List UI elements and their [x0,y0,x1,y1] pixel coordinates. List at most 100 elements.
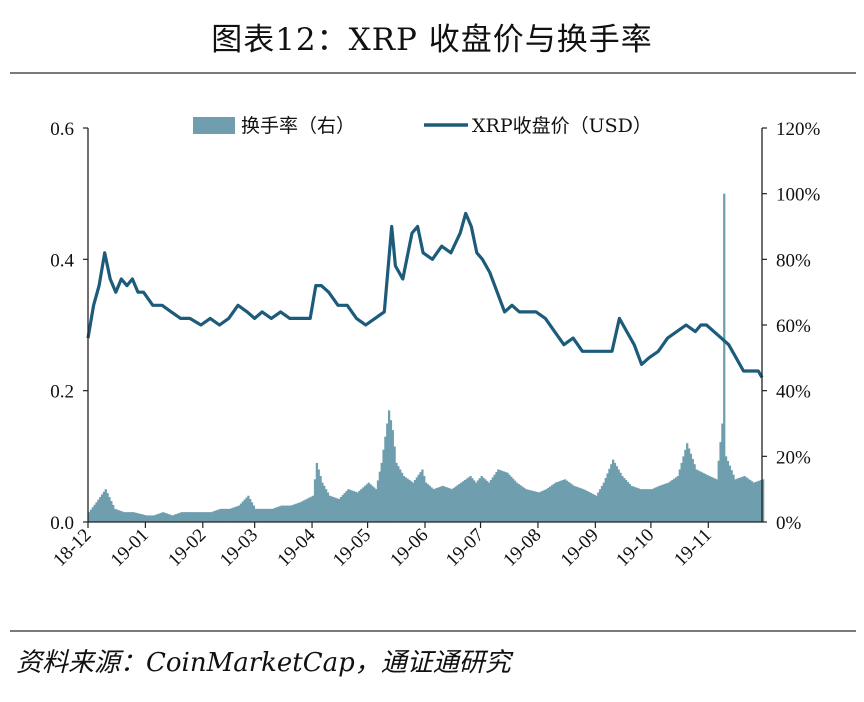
turnover-bar [754,481,757,522]
turnover-bar [649,489,652,522]
turnover-bar [486,480,489,522]
turnover-bar [537,492,541,522]
turnover-bar [202,512,206,522]
turnover-bar [271,508,274,522]
turnover-bar [532,491,535,522]
y-right-tick-label: 60% [776,316,811,337]
turnover-bar [437,487,441,522]
turnover-bar [219,508,222,522]
turnover-bar [410,481,413,522]
turnover-bar [336,498,339,522]
turnover-bar [252,505,256,522]
turnover-bar [484,479,487,522]
turnover-bar [756,481,759,522]
turnover-bar [747,478,750,522]
turnover-bar [197,512,200,522]
turnover-bar [221,508,224,522]
turnover-bar [519,485,522,522]
turnover-bar [113,508,117,522]
turnover-bar [578,487,581,522]
turnover-bar [645,489,648,522]
turnover-bar [267,508,270,522]
turnover-bar [360,489,363,522]
turnover-bar [452,487,456,522]
turnover-bar [602,482,606,522]
turnover-bar [149,515,152,522]
turnover-bar [402,476,406,522]
turnover-bar [156,514,159,522]
turnover-bar [567,481,570,522]
turnover-bar [434,488,437,522]
turnover-bar [354,491,357,522]
turnover-bar [234,506,237,522]
turnover-bar [489,479,493,522]
turnover-bar [610,464,613,522]
turnover-bar [713,478,717,522]
turnover-bar [278,506,281,522]
turnover-bar [287,505,291,522]
turnover-bar [343,493,346,522]
turnover-bar [719,442,722,522]
turnover-bar [125,512,128,522]
turnover-bar [536,491,539,522]
turnover-bar [549,486,552,522]
turnover-bar [663,483,667,522]
turnover-bar [441,485,444,522]
turnover-bar [386,423,389,522]
turnover-bar [487,482,491,522]
turnover-bar [604,478,607,522]
turnover-bar [137,513,141,522]
turnover-bar [599,489,602,522]
turnover-bar [389,420,393,522]
turnover-bar [495,472,498,522]
y-right-tick-label: 0% [776,513,802,534]
turnover-bar [656,486,659,522]
turnover-bar [497,469,500,522]
y-left-tick-label: 0.4 [50,250,74,271]
turnover-bar [428,485,431,522]
y-left-tick-label: 0.6 [50,119,74,140]
turnover-bar [112,504,115,522]
turnover-bar [323,485,326,522]
legend: 换手率（右） XRP收盘价（USD） [193,115,652,137]
turnover-bar [173,514,176,522]
turnover-bar [297,502,300,522]
turnover-bar [430,487,433,522]
turnover-bar [526,489,530,522]
turnover-bar [387,410,391,522]
turnover-bar [97,499,100,522]
turnover-bar [175,514,178,522]
turnover-bar [760,479,763,522]
turnover-bar [380,462,383,522]
chart-title: 图表12：XRP 收盘价与换手率 [211,22,653,58]
turnover-bar [245,497,248,522]
turnover-bar [275,507,278,522]
turnover-bar [89,509,93,522]
turnover-bar [345,491,348,522]
turnover-bar [534,491,537,522]
turnover-bar [121,511,124,522]
turnover-bar [574,486,578,522]
turnover-bar [339,497,343,522]
turnover-bar [262,508,265,522]
turnover-bar [702,473,705,522]
turnover-bar [365,484,368,522]
turnover-bar [102,491,106,522]
title-divider [10,72,856,74]
turnover-bar [673,478,676,522]
turnover-bar [671,479,674,522]
turnover-bar [330,496,333,522]
turnover-bar [206,512,209,522]
turnover-bar [445,487,448,522]
turnover-bar [404,477,407,522]
turnover-bar [693,464,696,522]
turnover-bar [391,430,394,522]
turnover-bar [406,478,409,522]
turnover-bar [263,508,267,522]
turnover-bar [762,479,765,522]
y-right-tick-label: 100% [776,185,821,206]
turnover-bar [647,489,650,522]
turnover-bar [608,468,611,522]
turnover-bar [515,482,518,522]
turnover-bar [480,476,483,522]
